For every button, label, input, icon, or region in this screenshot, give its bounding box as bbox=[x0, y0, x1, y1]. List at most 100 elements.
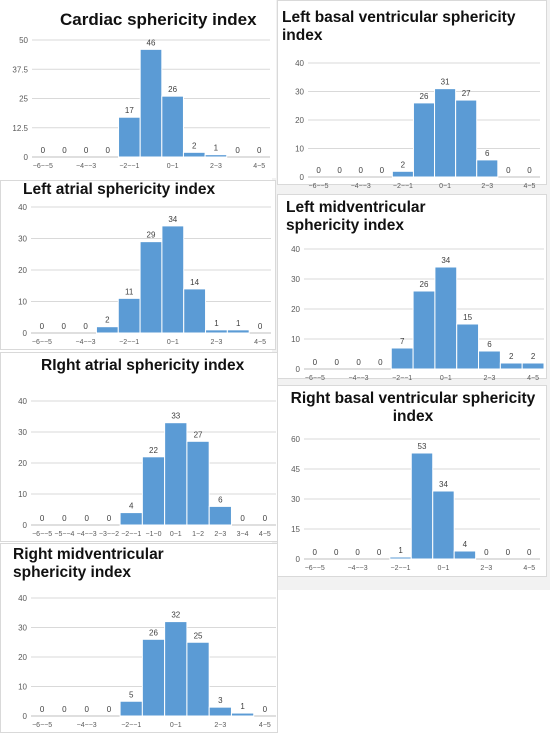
y-tick-label: 30 bbox=[291, 275, 300, 284]
y-tick-label: 40 bbox=[18, 397, 27, 406]
x-tick-label: −4−−3 bbox=[77, 531, 97, 538]
data-label: 0 bbox=[62, 705, 67, 714]
y-tick-label: 0 bbox=[23, 329, 28, 338]
bar--1-0 bbox=[412, 290, 436, 370]
y-tick-label: 30 bbox=[291, 495, 300, 504]
data-label: 6 bbox=[485, 149, 490, 158]
x-tick-label: −2−−1 bbox=[119, 163, 139, 170]
chart-title-text: Left midventricular sphericity index bbox=[286, 199, 426, 234]
data-label: 0 bbox=[107, 514, 112, 523]
bar--2--1 bbox=[118, 116, 141, 158]
data-label: 0 bbox=[258, 322, 263, 331]
data-label: 15 bbox=[463, 313, 472, 322]
chart-title: RIght atrial sphericity index bbox=[41, 357, 245, 374]
x-tick-label: −6−−5 bbox=[33, 163, 53, 170]
chart-panel-cardiac: Cardiac sphericity index 0 12.5 25 37.5 50 0 0… bbox=[0, 0, 276, 178]
data-label: 0 bbox=[313, 548, 318, 557]
bar-1-2 bbox=[453, 550, 477, 560]
x-tick-label: −4−−3 bbox=[348, 565, 368, 572]
y-tick-label: 10 bbox=[18, 683, 27, 692]
data-label: 2 bbox=[105, 316, 110, 325]
y-tick-label: 12.5 bbox=[12, 124, 28, 133]
x-tick-label: 0−1 bbox=[440, 375, 452, 382]
y-tick-label: 0 bbox=[23, 712, 28, 721]
data-label: 0 bbox=[377, 548, 382, 557]
y-tick-label: 10 bbox=[18, 298, 27, 307]
data-label: 0 bbox=[355, 548, 360, 557]
data-label: 27 bbox=[462, 89, 471, 98]
data-label: 0 bbox=[527, 166, 532, 175]
y-tick-label: 15 bbox=[291, 525, 300, 534]
data-label: 26 bbox=[149, 628, 158, 637]
x-tick-label: 3−4 bbox=[237, 531, 249, 538]
bar-1-2 bbox=[186, 641, 210, 717]
chart-panel-left-basal-ventricular: Left basal ventricular sphericity index … bbox=[277, 0, 547, 190]
bar-2-3 bbox=[476, 159, 499, 178]
data-label: 26 bbox=[420, 280, 429, 289]
data-label: 7 bbox=[400, 337, 405, 346]
data-label: 0 bbox=[337, 166, 342, 175]
x-tick-label: 0−1 bbox=[167, 339, 179, 346]
x-tick-label: 4−5 bbox=[527, 375, 539, 382]
data-label: 1 bbox=[398, 546, 403, 555]
y-tick-label: 0 bbox=[296, 555, 301, 564]
y-tick-label: 20 bbox=[291, 305, 300, 314]
chart-title-text: Right midventricular sphericity index bbox=[13, 546, 164, 581]
y-tick-label: 40 bbox=[18, 203, 27, 212]
x-tick-label: −6−−5 bbox=[305, 375, 325, 382]
data-label: 26 bbox=[420, 92, 429, 101]
x-tick-label: 0−1 bbox=[438, 565, 450, 572]
bar--2--1 bbox=[119, 700, 143, 717]
bar-0-1 bbox=[161, 225, 185, 334]
x-tick-label: 2−3 bbox=[484, 375, 496, 382]
chart-panel-right-atrial: RIght atrial sphericity index 0 10 20 30 40 0… bbox=[0, 352, 278, 542]
bar-0-1 bbox=[164, 621, 188, 717]
y-tick-label: 50 bbox=[19, 36, 28, 45]
data-label: 6 bbox=[218, 495, 223, 504]
x-tick-label: −2−−1 bbox=[392, 375, 412, 382]
data-label: 5 bbox=[129, 690, 134, 699]
right-atrial-histogram: 0 10 20 30 40 0 0 0 0 4 22 33 27 6 0 0 −6−−5 −5−−4 −4−−3 −3… bbox=[18, 397, 276, 538]
chart-panel-right-basal-ventricular: Right basal ventricular sphericity index… bbox=[277, 385, 547, 577]
y-tick-label: 37.5 bbox=[12, 65, 28, 74]
bar-0-1 bbox=[434, 88, 457, 178]
x-tick-label: −6−−5 bbox=[309, 183, 329, 190]
x-tick-label: −4−−3 bbox=[77, 722, 97, 729]
data-label: 11 bbox=[125, 287, 134, 296]
left-basal-ventricular-histogram: 0 10 20 30 40 0 0 0 0 2 26 31 27 6 0 0 −6−−5 −4−−3 −2−−1 0−… bbox=[295, 59, 540, 190]
data-label: 46 bbox=[147, 38, 156, 47]
bar-1-2 bbox=[186, 440, 210, 526]
bar-3-4 bbox=[226, 329, 250, 334]
x-tick-label: 0−1 bbox=[167, 163, 179, 170]
data-label: 0 bbox=[240, 514, 245, 523]
data-label: 0 bbox=[106, 146, 111, 155]
data-label: 4 bbox=[463, 540, 468, 549]
data-label: 34 bbox=[439, 480, 448, 489]
data-label: 0 bbox=[506, 548, 511, 557]
chart-title: Right midventricular sphericity index bbox=[13, 546, 203, 582]
y-tick-label: 20 bbox=[295, 116, 304, 125]
x-tick-label: −2−−1 bbox=[121, 531, 141, 538]
y-tick-label: 20 bbox=[18, 653, 27, 662]
y-tick-label: 30 bbox=[295, 88, 304, 97]
bar--2--1 bbox=[119, 512, 143, 526]
bar-0-1 bbox=[432, 490, 455, 560]
bar-3-4 bbox=[499, 362, 523, 370]
bar-1-2 bbox=[182, 151, 206, 158]
data-label: 0 bbox=[84, 514, 89, 523]
data-label: 0 bbox=[316, 166, 321, 175]
bar-2-3 bbox=[205, 329, 228, 334]
data-label: 0 bbox=[40, 705, 45, 714]
data-label: 4 bbox=[129, 502, 134, 511]
x-tick-label: −6−−5 bbox=[32, 339, 52, 346]
data-label: 0 bbox=[334, 548, 339, 557]
y-tick-label: 0 bbox=[24, 153, 29, 162]
x-tick-label: −3−−2 bbox=[99, 531, 119, 538]
y-tick-label: 40 bbox=[295, 59, 304, 68]
bar--1-0 bbox=[141, 456, 166, 526]
bar--1-0 bbox=[412, 102, 436, 178]
data-label: 2 bbox=[509, 352, 514, 361]
data-label: 0 bbox=[62, 146, 67, 155]
x-tick-label: 2−3 bbox=[480, 565, 492, 572]
y-tick-label: 20 bbox=[18, 266, 27, 275]
